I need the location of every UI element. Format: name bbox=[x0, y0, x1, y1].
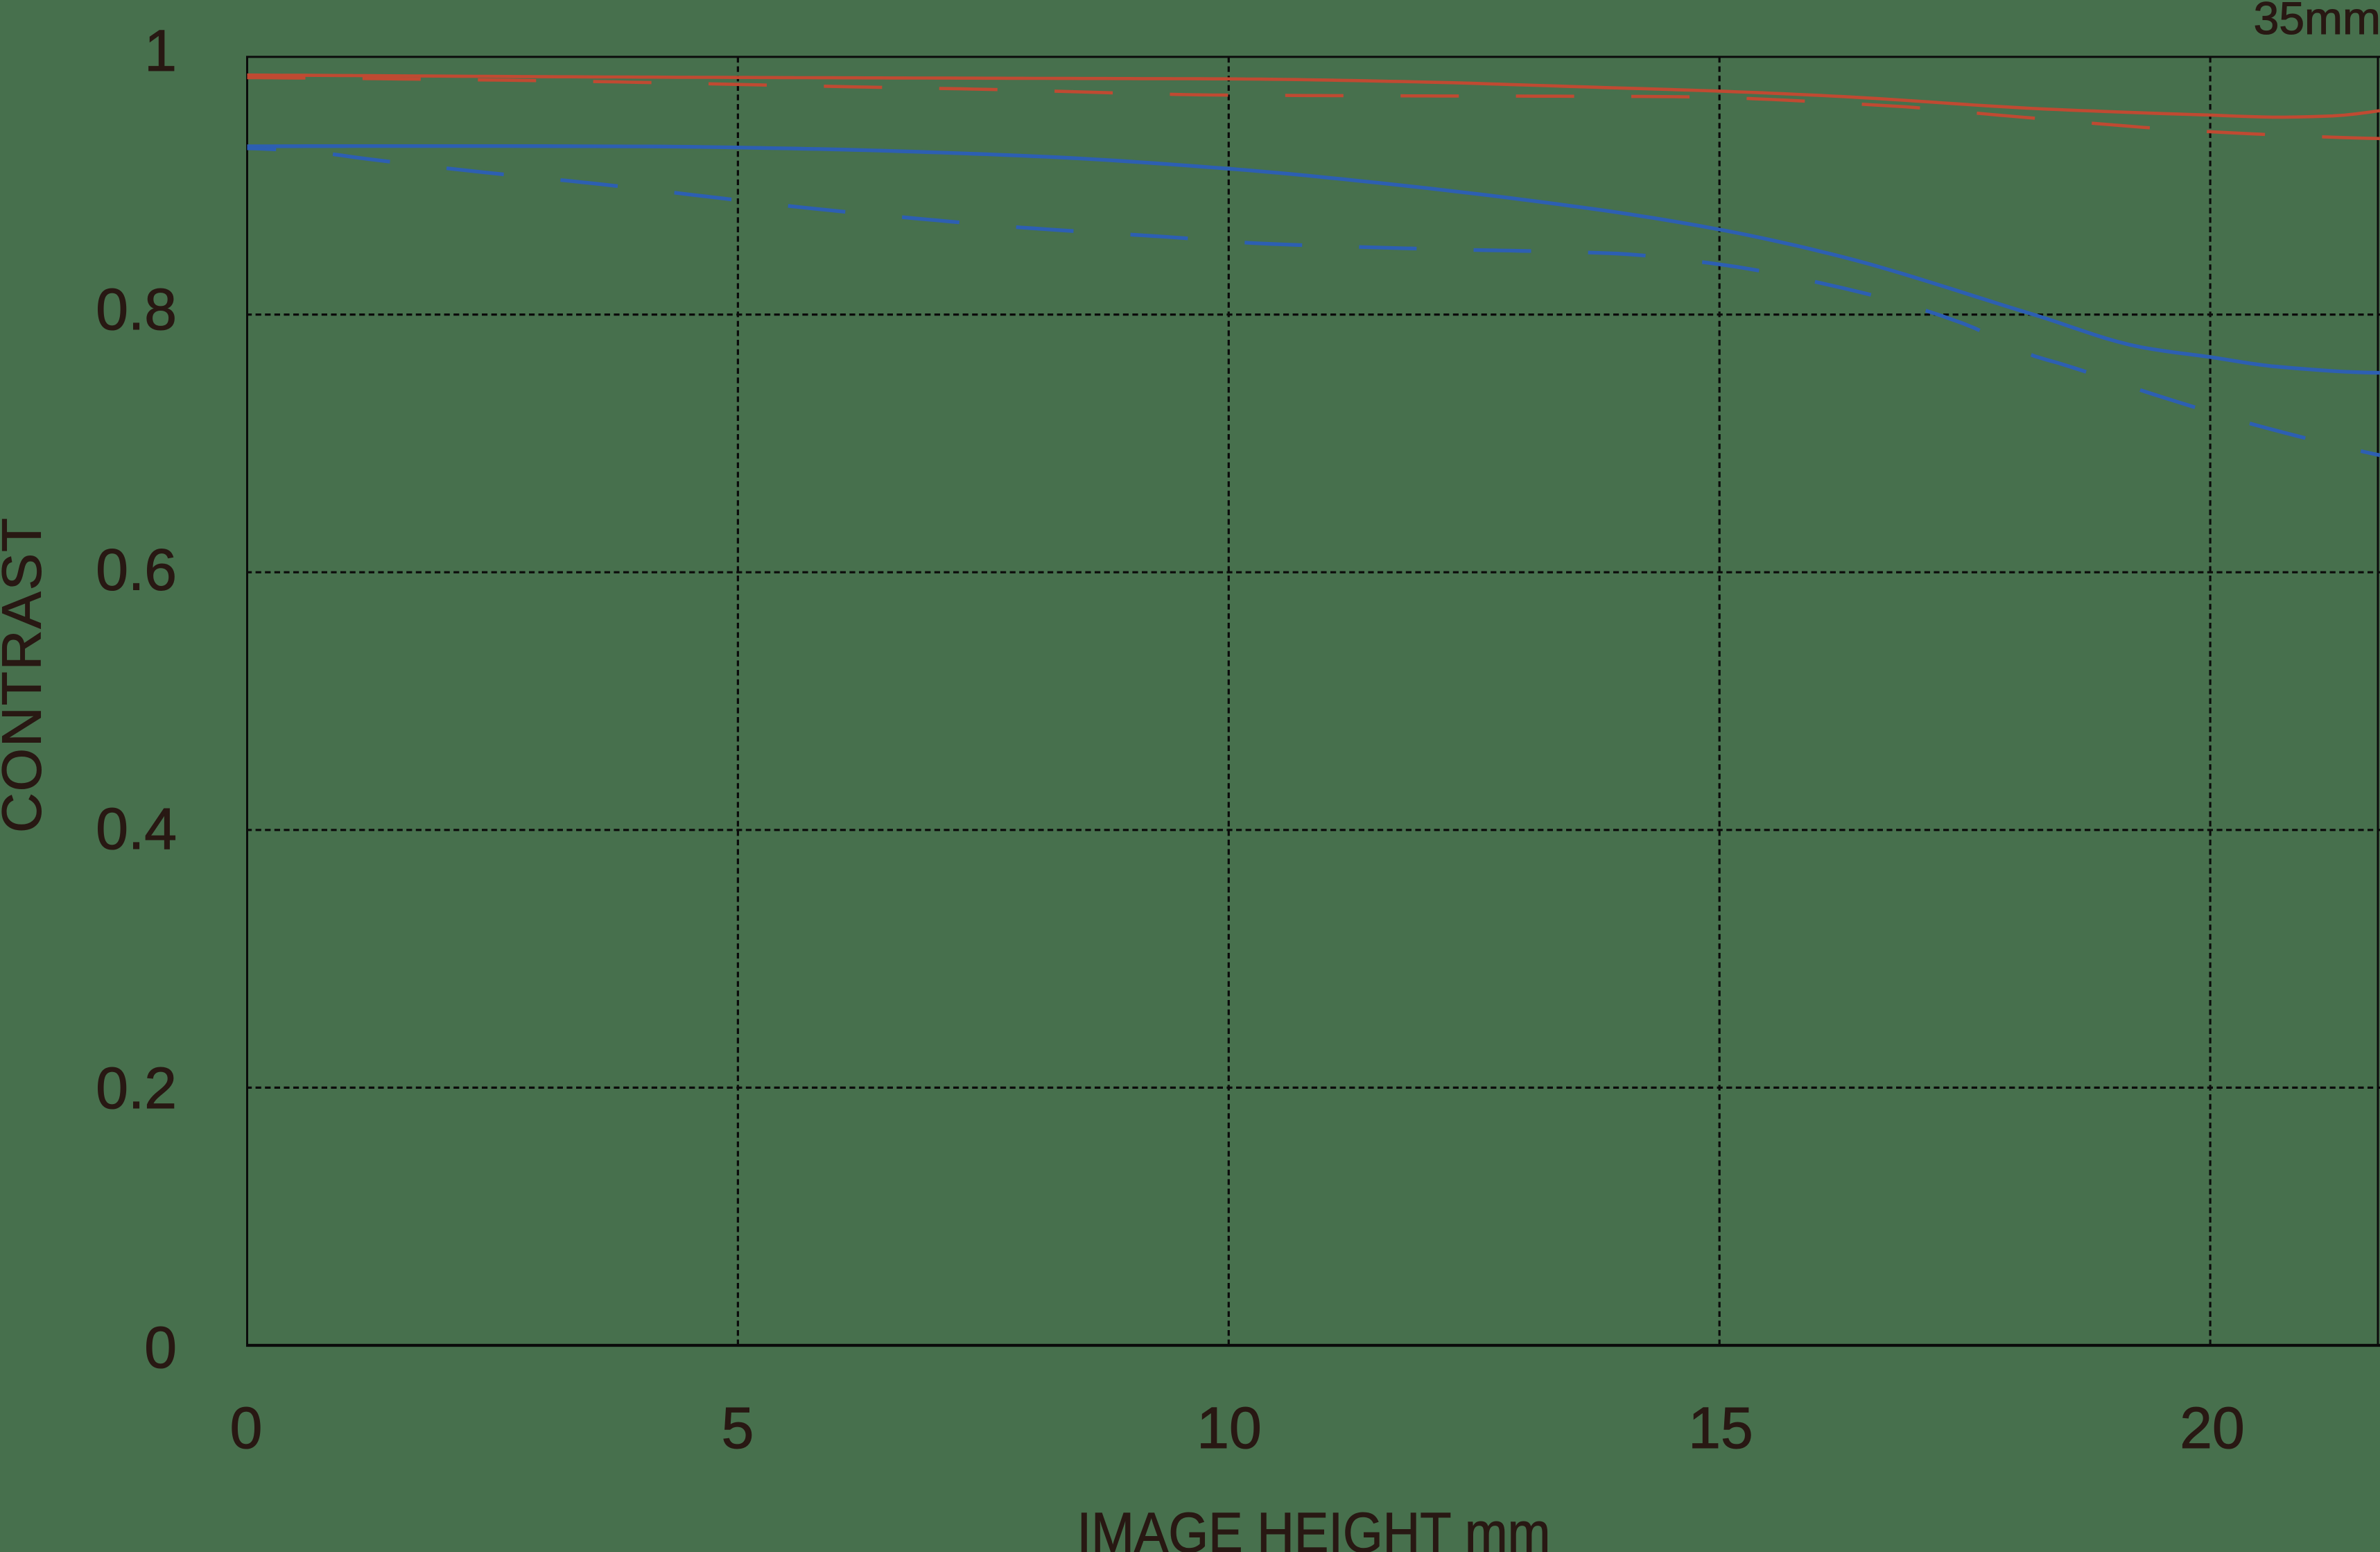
svg-text:0: 0 bbox=[144, 1315, 177, 1380]
svg-text:35mm: 35mm bbox=[2254, 0, 2380, 44]
svg-text:CONTRAST: CONTRAST bbox=[0, 517, 53, 833]
svg-text:IMAGE HEIGHT mm: IMAGE HEIGHT mm bbox=[1077, 1501, 1551, 1552]
svg-text:15: 15 bbox=[1688, 1395, 1753, 1460]
svg-text:20: 20 bbox=[2180, 1395, 2244, 1460]
svg-text:0.6: 0.6 bbox=[96, 537, 177, 603]
svg-text:0: 0 bbox=[230, 1395, 263, 1460]
svg-text:1: 1 bbox=[144, 18, 177, 83]
svg-text:5: 5 bbox=[722, 1395, 754, 1460]
svg-text:0.2: 0.2 bbox=[96, 1055, 177, 1121]
svg-text:0.4: 0.4 bbox=[96, 796, 177, 861]
svg-text:10: 10 bbox=[1197, 1395, 1261, 1460]
svg-text:0.8: 0.8 bbox=[96, 277, 177, 342]
